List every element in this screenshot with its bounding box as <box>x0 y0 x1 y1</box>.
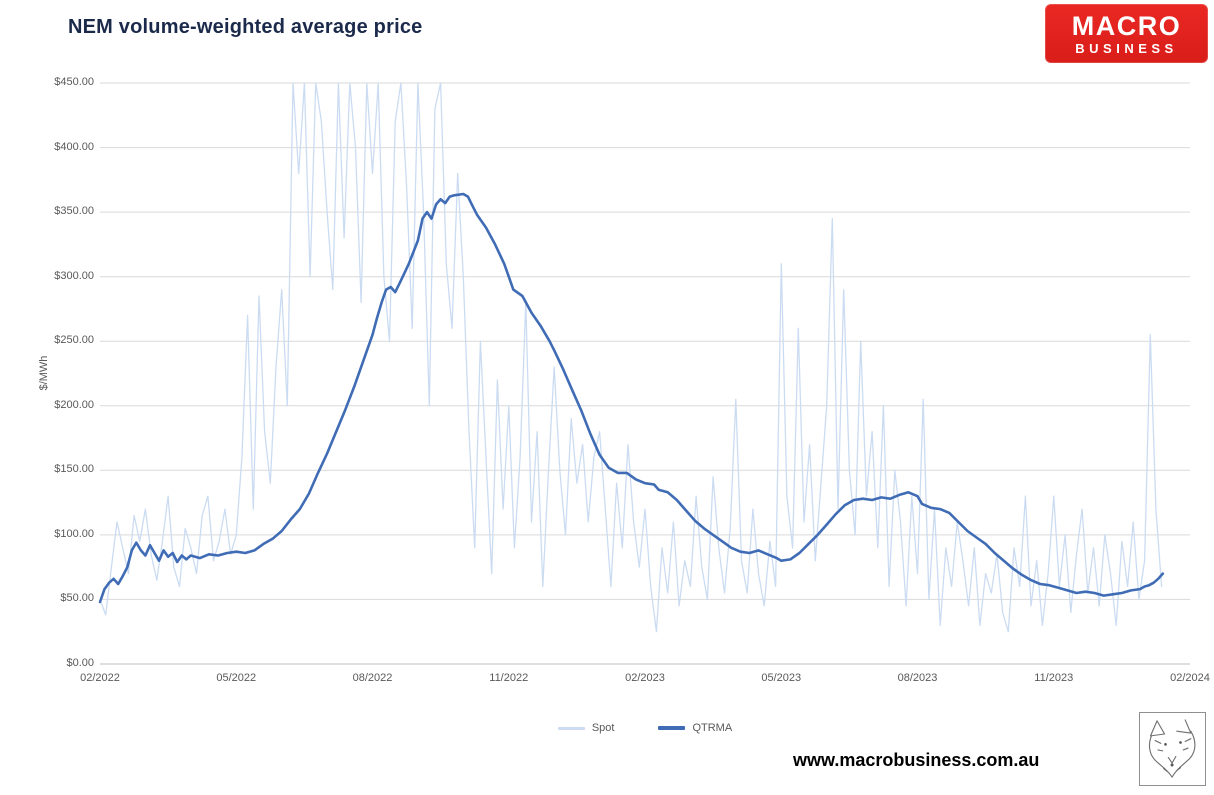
legend-label: QTRMA <box>692 722 733 734</box>
y-axis-tick-label: $100.00 <box>54 527 94 540</box>
website-url: www.macrobusiness.com.au <box>793 750 1040 770</box>
legend-label: Spot <box>591 722 615 734</box>
logo-text-macro: MACRO <box>1071 10 1182 41</box>
logo-text-business: BUSINESS <box>1075 40 1178 56</box>
x-axis-tick-label: 02/2024 <box>1170 672 1210 684</box>
y-axis-tick-label: $450.00 <box>54 76 94 88</box>
legend-item-qtrma: QTRMA <box>658 722 732 734</box>
y-axis-tick-label: $150.00 <box>54 463 94 476</box>
x-axis-tick-label: 11/2023 <box>1034 672 1074 684</box>
x-axis-tick-label: 05/2023 <box>761 672 802 684</box>
x-axis-tick-label: 11/2022 <box>489 672 529 684</box>
y-axis-tick-label: $250.00 <box>54 334 94 347</box>
x-axis-tick-label: 02/2023 <box>625 672 665 684</box>
y-axis-tick-label: $400.00 <box>54 140 94 153</box>
chart-legend: Spot QTRMA <box>100 722 1190 734</box>
y-axis-tick-label: $50.00 <box>60 592 94 605</box>
y-axis-tick-label: $350.00 <box>54 205 94 218</box>
y-axis-title: $/MWh <box>38 355 50 391</box>
y-axis-tick-label: $200.00 <box>54 398 94 411</box>
macrobusiness-logo: MACRO BUSINESS <box>1045 4 1208 63</box>
x-axis-tick-label: 05/2022 <box>216 672 257 684</box>
y-axis-tick-label: $300.00 <box>54 269 94 282</box>
x-axis-tick-label: 08/2023 <box>897 672 938 684</box>
wolf-sketch-icon <box>1148 719 1195 778</box>
legend-item-spot: Spot <box>557 722 615 734</box>
legend-swatch <box>658 726 686 730</box>
x-axis-tick-label: 02/2022 <box>80 672 120 684</box>
y-axis-tick-label: $0.00 <box>66 657 94 669</box>
wolf-logo-image <box>1139 712 1206 786</box>
legend-swatch <box>557 726 585 730</box>
page-title: NEM volume-weighted average price <box>68 16 423 38</box>
x-axis-tick-label: 08/2022 <box>352 672 393 684</box>
